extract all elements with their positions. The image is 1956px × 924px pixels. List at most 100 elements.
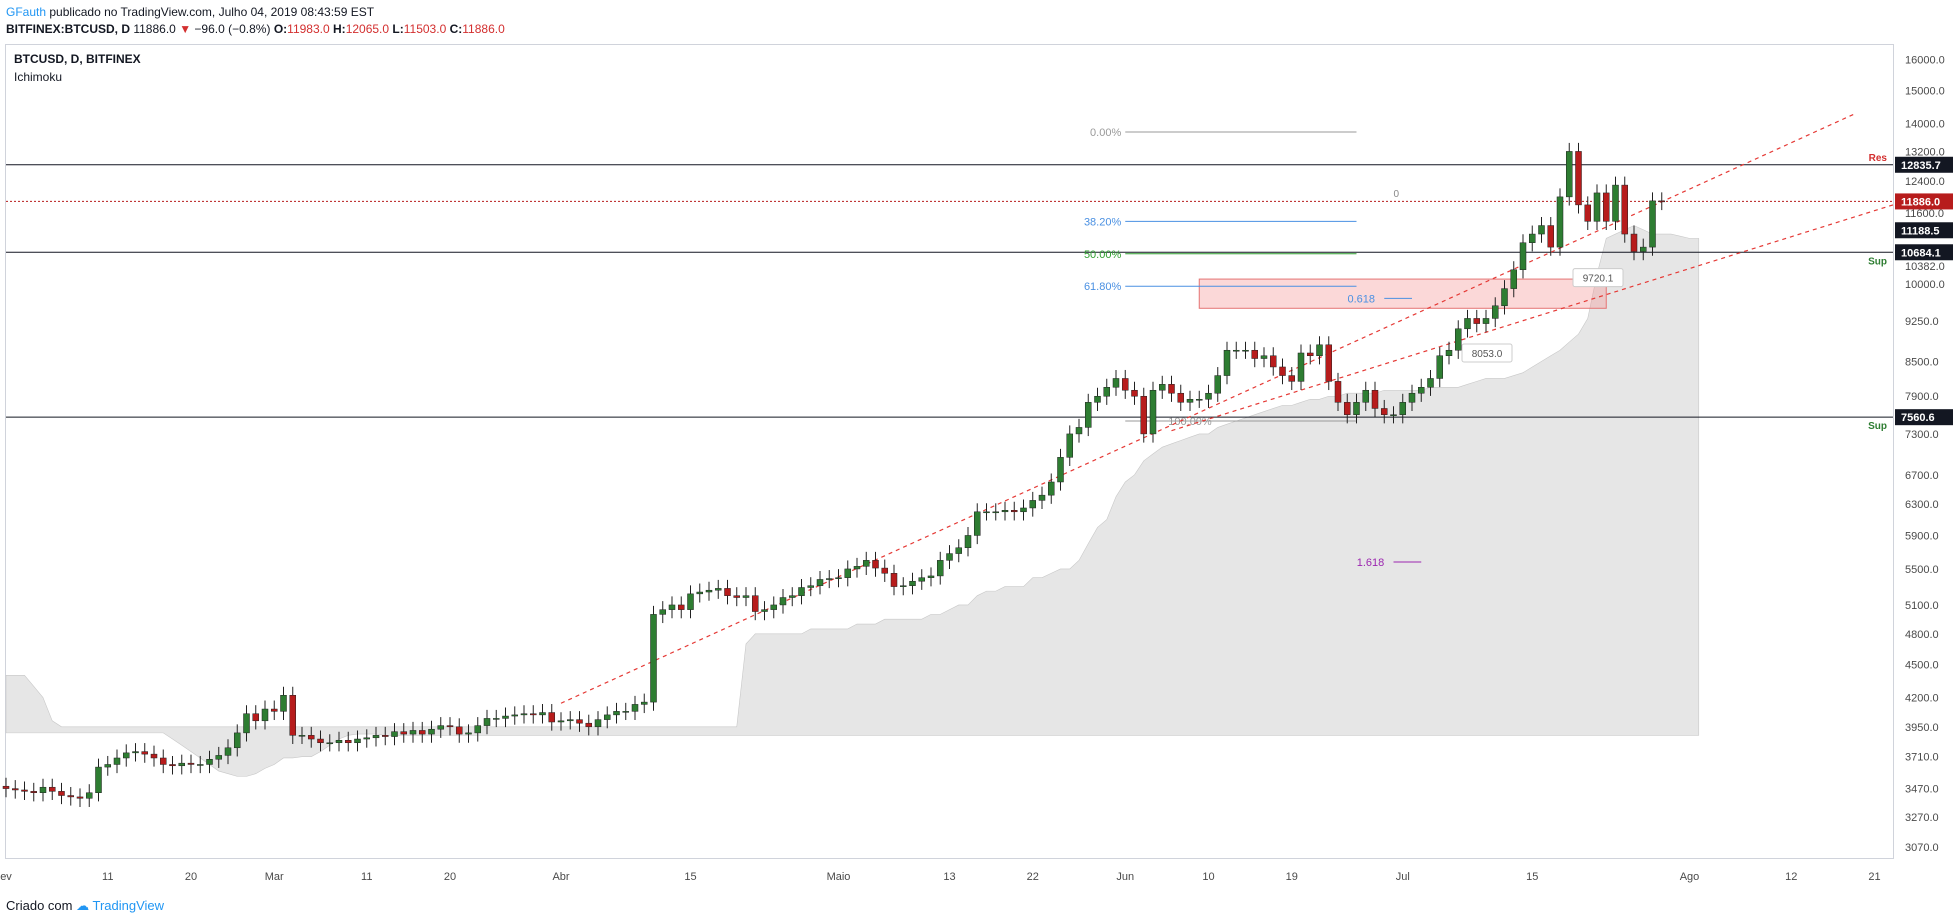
candle-body <box>549 713 555 722</box>
candle-body <box>1483 318 1489 323</box>
candle-body <box>752 596 758 612</box>
y-tick-label: 7300.0 <box>1905 429 1939 441</box>
candle-body <box>12 789 18 790</box>
y-tick-label: 7900.0 <box>1905 391 1939 403</box>
candle-body <box>660 610 666 615</box>
candle-body <box>1122 378 1128 390</box>
candle-body <box>993 512 999 513</box>
candle-body <box>364 738 370 739</box>
candle-body <box>1067 434 1073 457</box>
y-tick-label: 15000.0 <box>1905 85 1945 97</box>
candle-body <box>475 726 481 733</box>
candle-body <box>1085 402 1091 427</box>
footer: Criado com ☁ TradingView <box>6 898 164 914</box>
candle-body <box>105 764 111 767</box>
candle-body <box>1464 318 1470 328</box>
candle-body <box>1159 384 1165 390</box>
candle-body <box>1104 387 1110 396</box>
candle-body <box>1501 289 1507 306</box>
level-tag: Res <box>1869 153 1888 164</box>
candle-body <box>1520 243 1526 270</box>
candle-body <box>1196 399 1202 400</box>
candle-body <box>715 588 721 590</box>
candle-body <box>983 512 989 513</box>
x-tick-label: 11 <box>361 871 372 883</box>
candle-body <box>900 586 906 587</box>
y-tick-label: 4500.0 <box>1905 660 1939 672</box>
candle-body <box>743 596 749 598</box>
candle-body <box>1233 350 1239 351</box>
candle-body <box>354 739 360 743</box>
fib-level-label: 1.618 <box>1357 557 1385 569</box>
candle-body <box>1011 510 1017 512</box>
candle-body <box>789 596 795 598</box>
candle-body <box>465 733 471 734</box>
y-tick-label: 5900.0 <box>1905 530 1939 542</box>
candle-body <box>401 732 407 734</box>
candle-body <box>1529 234 1535 243</box>
candle-body <box>1585 205 1591 221</box>
candle-body <box>1372 390 1378 408</box>
candle-body <box>410 730 416 734</box>
candle-body <box>798 587 804 595</box>
candle-body <box>1409 393 1415 402</box>
tradingview-logo-icon[interactable]: ☁ <box>76 898 89 913</box>
candle-body <box>1335 381 1341 402</box>
candle-body <box>1603 193 1609 221</box>
candle-body <box>40 787 46 793</box>
candle-body <box>974 512 980 536</box>
candle-body <box>345 740 351 742</box>
chart-legend-indicator[interactable]: Ichimoku <box>14 70 62 84</box>
y-tick-label: 8500.0 <box>1905 356 1939 368</box>
candle-body <box>234 733 240 748</box>
candle-body <box>919 578 925 582</box>
candle-body <box>1363 390 1369 402</box>
candle-body <box>826 579 832 580</box>
x-tick-label: Ago <box>1680 871 1700 883</box>
candle-body <box>1381 408 1387 414</box>
candle-body <box>808 586 814 588</box>
candle-body <box>863 560 869 566</box>
y-tick-label: 4200.0 <box>1905 693 1939 705</box>
candle-body <box>253 714 259 721</box>
candle-body <box>1640 247 1646 251</box>
price-level-label: 7560.6 <box>1901 412 1935 424</box>
candle-body <box>928 576 934 578</box>
candle-body <box>132 752 138 753</box>
candle-body <box>49 787 55 791</box>
candle-body <box>1205 393 1211 399</box>
candle-body <box>1622 185 1628 234</box>
y-tick-label: 3950.0 <box>1905 722 1939 734</box>
candle-body <box>1178 393 1184 402</box>
candle-body <box>243 714 249 733</box>
candle-body <box>327 743 333 744</box>
tradingview-link[interactable]: TradingView <box>92 898 164 913</box>
candle-body <box>1252 350 1258 358</box>
y-tick-label: 13200.0 <box>1905 146 1945 158</box>
candle-body <box>1344 402 1350 414</box>
candle-body <box>567 720 573 721</box>
candle-body <box>604 715 610 720</box>
candle-body <box>262 709 268 721</box>
fib-level-label: 100.00% <box>1168 416 1212 428</box>
candle-body <box>1057 457 1063 482</box>
candle-body <box>882 568 888 573</box>
candle-body <box>280 695 286 711</box>
x-tick-label: ev <box>0 871 12 883</box>
price-level-label: 12835.7 <box>1901 160 1941 172</box>
x-tick-label: 20 <box>444 871 456 883</box>
candle-body <box>336 740 342 742</box>
y-tick-label: 5100.0 <box>1905 600 1939 612</box>
candle-body <box>160 758 166 764</box>
candle-body <box>761 610 767 612</box>
y-tick-label: 3270.0 <box>1905 812 1939 824</box>
candle-body <box>1474 318 1480 323</box>
annotation-label: 9720.1 <box>1583 274 1614 285</box>
candle-body <box>317 739 323 743</box>
candle-body <box>206 759 212 764</box>
price-chart[interactable]: 16000.015000.014000.013200.012400.011600… <box>0 0 1956 924</box>
candle-body <box>95 767 101 793</box>
y-tick-label: 5500.0 <box>1905 564 1939 576</box>
candle-body <box>771 605 777 610</box>
x-tick-label: 13 <box>943 871 955 883</box>
